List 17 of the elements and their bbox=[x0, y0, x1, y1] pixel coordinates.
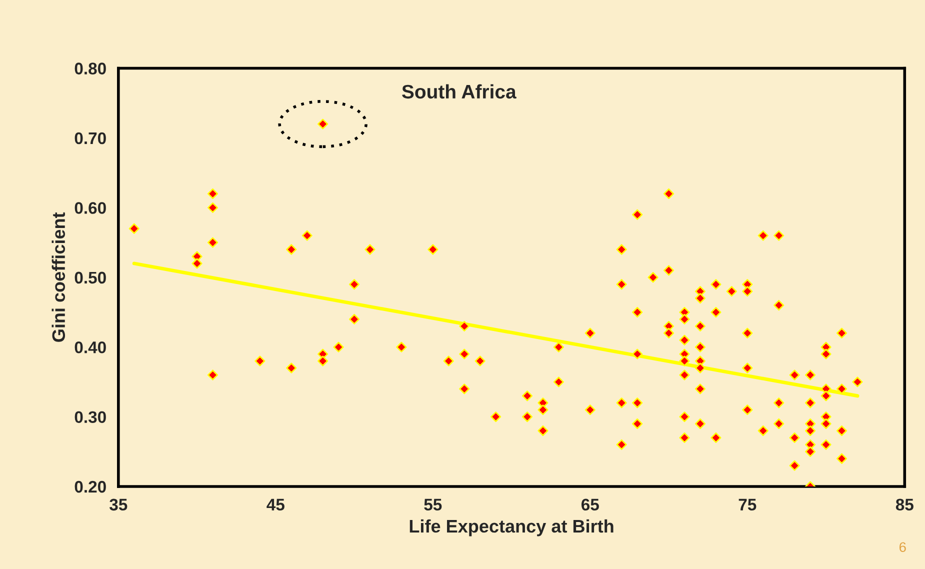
y-tick-label: 0.80 bbox=[74, 62, 106, 74]
y-tick-label: 0.30 bbox=[74, 411, 106, 424]
x-tick-label: 65 bbox=[581, 498, 599, 511]
y-tick-label: 0.70 bbox=[74, 132, 106, 144]
x-tick-label: 55 bbox=[424, 498, 442, 511]
x-tick-label: 35 bbox=[110, 498, 128, 511]
x-tick-label: 85 bbox=[896, 498, 914, 511]
y-tick-label: 0.60 bbox=[74, 202, 106, 214]
x-tick-label: 75 bbox=[738, 498, 756, 511]
y-tick-label: 0.50 bbox=[74, 272, 106, 284]
text: 6 bbox=[899, 542, 906, 552]
x-tick-label: 45 bbox=[266, 498, 284, 511]
annotation: South Africa bbox=[402, 84, 516, 99]
y-tick-label: 0.20 bbox=[74, 480, 106, 493]
x-axis-title: Life Expectancy at Birth bbox=[410, 519, 614, 536]
y-tick-label: 0.40 bbox=[74, 341, 106, 354]
y-axis-title: Gini coefficient bbox=[52, 212, 66, 342]
